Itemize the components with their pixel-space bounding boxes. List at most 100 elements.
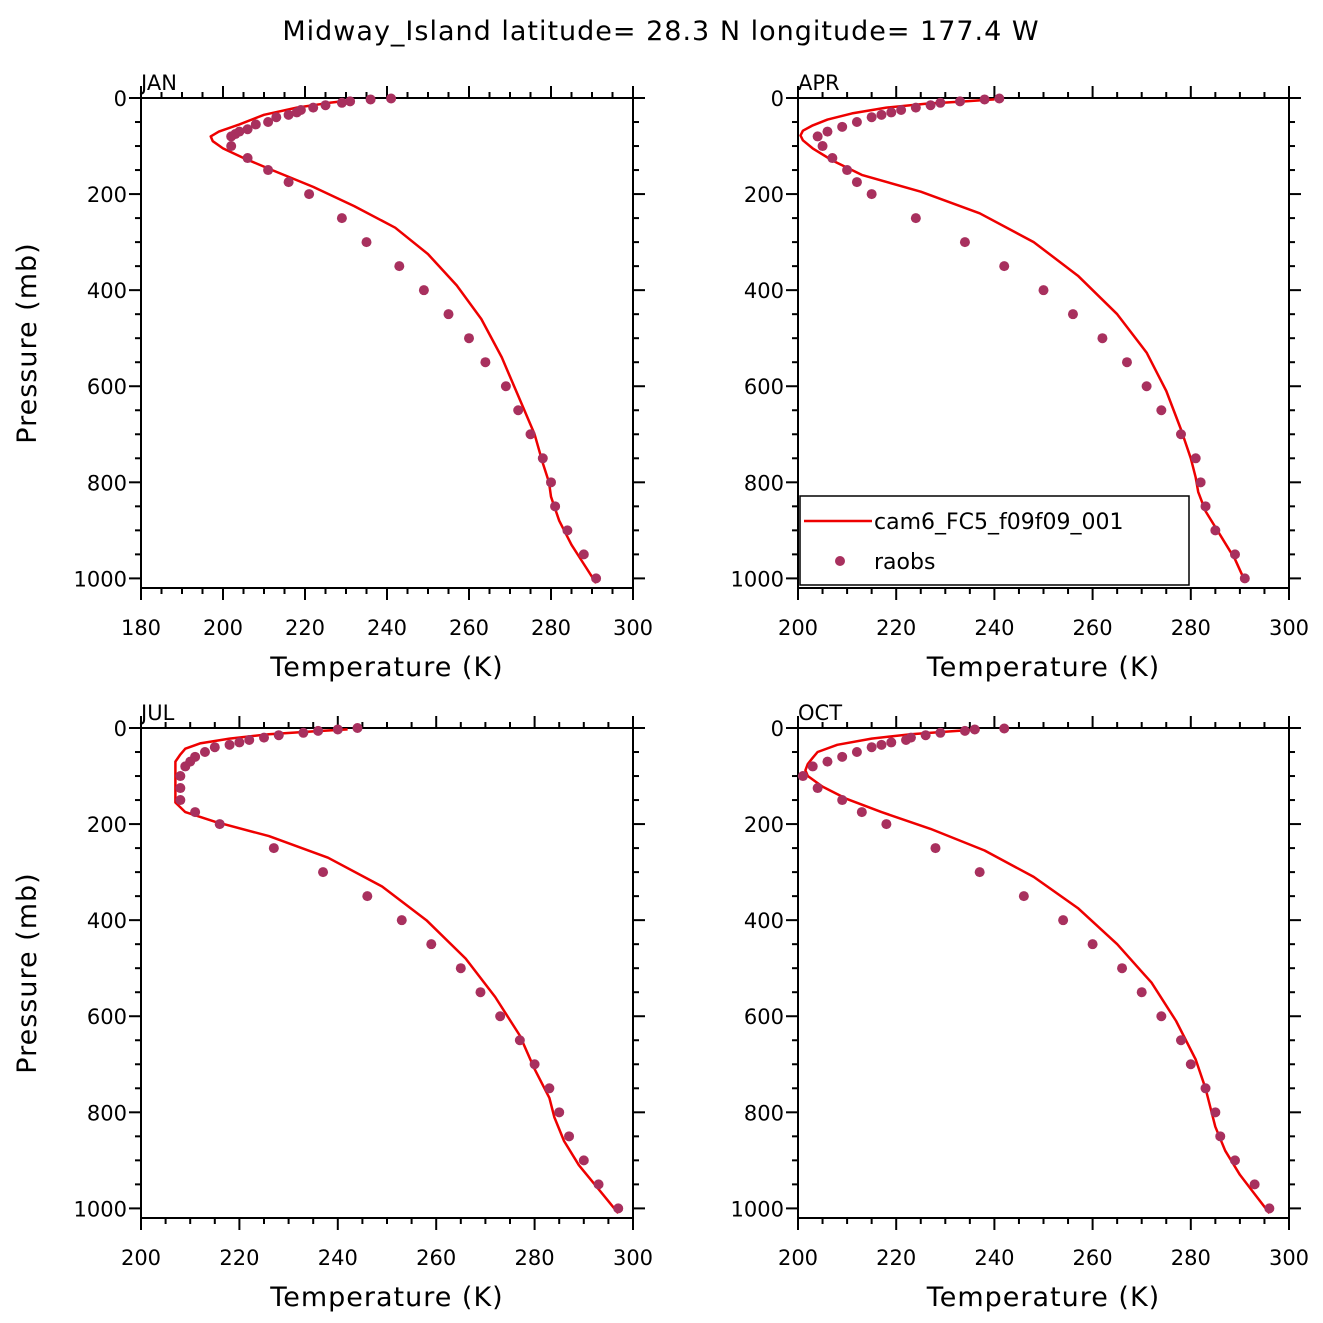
raobs-point [910,213,921,224]
raobs-point [336,97,347,108]
raobs-point [394,261,405,272]
x-tick-label: 200 [778,1246,818,1270]
raobs-point [866,112,877,123]
raobs-point [180,761,191,772]
raobs-point [1117,963,1128,974]
raobs-point [901,735,912,746]
x-tick-label: 220 [876,1246,916,1270]
raobs-point [1087,939,1098,950]
raobs-point [1067,309,1078,320]
model-profile-line [209,99,598,584]
x-tick-label: 300 [613,1246,653,1270]
x-axis-label: Temperature (K) [269,652,503,683]
raobs-point [842,165,853,176]
raobs-point [1264,1203,1275,1214]
raobs-point [886,737,897,748]
raobs-point [812,131,823,142]
y-axis-label: Pressure (mb) [12,872,43,1073]
raobs-point [224,739,235,750]
raobs-point [979,94,990,105]
figure-title: Midway_Island latitude= 28.3 N longitude… [282,16,1039,47]
raobs-point [1195,477,1206,488]
y-tick-label: 0 [771,717,784,741]
y-tick-label: 600 [744,1005,784,1029]
y-tick-label: 200 [744,183,784,207]
raobs-point [1038,285,1049,296]
raobs-point [1121,357,1132,368]
x-tick-label: 280 [1171,616,1211,640]
raobs-point [1190,453,1201,464]
x-tick-label: 300 [613,616,653,640]
y-tick-label: 400 [87,279,127,303]
raobs-point [291,107,302,118]
y-tick-label: 200 [87,813,127,837]
raobs-point [1210,1107,1221,1118]
raobs-point [396,915,407,926]
panel-oct: OCT 200 220 240 260 280 300 0 200 400 600 800 1000 Te… [731,701,1310,1313]
raobs-point [827,153,838,164]
y-tick-label: 1000 [74,567,127,591]
raobs-point [345,96,356,107]
raobs-point [881,819,892,830]
x-tick-label: 260 [1073,616,1113,640]
raobs-point [263,165,274,176]
raobs-point [271,112,282,123]
y-tick-label: 600 [87,375,127,399]
x-tick-label: 180 [121,616,161,640]
raobs-point [935,97,946,108]
x-tick-label: 240 [367,616,407,640]
raobs-point [283,177,294,188]
y-tick-label: 800 [744,1101,784,1125]
y-tick-label: 400 [744,909,784,933]
x-tick-label: 220 [876,616,916,640]
x-axis-label: Temperature (K) [926,1282,1160,1313]
raobs-point [1136,987,1147,998]
raobs-point [925,100,936,111]
x-tick-label: 200 [203,616,243,640]
raobs-point [578,1155,589,1166]
raobs-point [480,357,491,368]
y-tick-label: 200 [87,183,127,207]
panel-jul: JUL 200 220 240 260 280 300 0 200 400 600 800 1000 Te… [12,701,653,1313]
plot-frame [140,97,634,589]
raobs-point [386,93,397,104]
raobs-point [812,783,823,794]
raobs-point [974,867,985,878]
x-tick-label: 280 [531,616,571,640]
raobs-point [273,730,284,741]
raobs-point [352,723,363,733]
panel-label: APR [798,71,840,95]
raobs-point [959,237,970,248]
plot-frame [797,727,1290,1219]
raobs-point [244,735,255,746]
x-tick-label: 280 [515,1246,555,1270]
legend-label: raobs [874,550,935,575]
raobs-point [1210,525,1221,536]
raobs-point [443,309,454,320]
raobs-point [837,121,848,132]
raobs-point [495,1011,506,1022]
raobs-point [1249,1179,1260,1190]
raobs-point [837,795,848,806]
raobs-point [214,819,225,830]
raobs-point [999,723,1010,734]
raobs-point [336,213,347,224]
x-tick-label: 240 [318,1246,358,1270]
raobs-point [1200,1083,1211,1094]
legend-label: cam6_FC5_f09f09_001 [874,510,1124,535]
raobs-point [896,105,907,116]
y-tick-label: 800 [87,471,127,495]
raobs-point [268,843,279,854]
raobs-point [464,333,474,344]
raobs-point [513,405,524,416]
y-tick-label: 1000 [731,1197,784,1221]
raobs-point [304,189,315,200]
raobs-point [1156,405,1167,416]
raobs-point [226,131,237,142]
raobs-point [332,724,343,735]
raobs-point [544,1083,555,1094]
panel-label: OCT [798,701,842,725]
raobs-point [817,141,828,152]
